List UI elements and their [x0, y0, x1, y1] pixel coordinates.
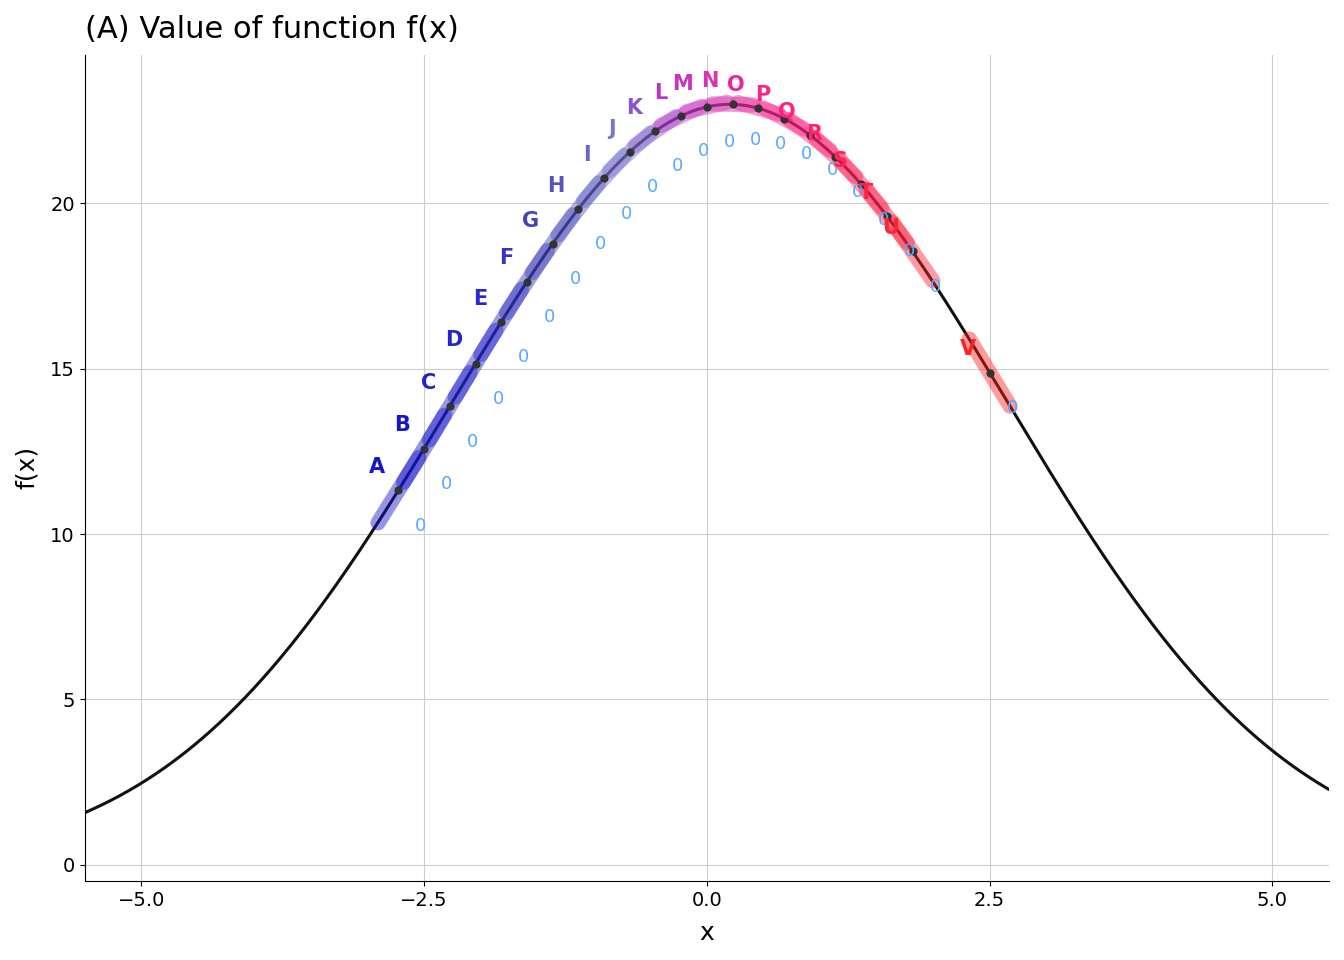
Point — [902, 244, 923, 259]
Text: 0: 0 — [466, 433, 478, 450]
Text: J: J — [609, 119, 616, 139]
Point — [773, 110, 794, 126]
Point — [465, 356, 487, 372]
Point — [620, 144, 641, 159]
Text: 0: 0 — [930, 277, 941, 296]
Text: (A) Value of function f(x): (A) Value of function f(x) — [85, 15, 458, 44]
Point — [722, 97, 743, 112]
Text: T: T — [859, 182, 874, 203]
Text: 0: 0 — [415, 516, 426, 535]
Point — [798, 128, 820, 143]
Text: 0: 0 — [724, 133, 735, 152]
Point — [978, 365, 1000, 380]
Point — [851, 177, 872, 192]
Text: 0: 0 — [492, 390, 504, 408]
Text: P: P — [755, 85, 770, 106]
Y-axis label: f(x): f(x) — [15, 446, 39, 490]
Text: 0: 0 — [1007, 399, 1017, 417]
Text: G: G — [521, 210, 539, 230]
Text: E: E — [473, 289, 488, 309]
Point — [491, 314, 512, 329]
Text: C: C — [421, 373, 437, 393]
Text: 0: 0 — [544, 308, 555, 326]
Text: F: F — [499, 249, 513, 269]
Point — [696, 99, 718, 114]
Text: R: R — [806, 124, 821, 144]
Text: V: V — [960, 339, 976, 359]
Text: 0: 0 — [672, 157, 684, 176]
Point — [825, 149, 847, 164]
Text: O: O — [727, 75, 745, 95]
Text: L: L — [655, 83, 668, 103]
Text: B: B — [395, 416, 410, 436]
Text: 0: 0 — [878, 210, 890, 228]
Text: 0: 0 — [646, 179, 659, 197]
Text: 0: 0 — [801, 145, 812, 163]
Text: S: S — [832, 151, 848, 171]
Point — [542, 236, 563, 252]
Text: 0: 0 — [441, 475, 453, 493]
Text: D: D — [445, 330, 462, 350]
Text: 0: 0 — [519, 348, 530, 367]
Text: A: A — [368, 457, 384, 477]
Text: H: H — [547, 176, 564, 196]
Text: 0: 0 — [750, 131, 761, 149]
Text: I: I — [583, 145, 590, 165]
Point — [414, 441, 435, 456]
Text: M: M — [672, 74, 694, 94]
Point — [593, 171, 614, 186]
Point — [567, 202, 589, 217]
Text: N: N — [702, 71, 719, 91]
Point — [439, 398, 461, 414]
Text: 0: 0 — [852, 183, 864, 202]
Text: 0: 0 — [570, 271, 581, 288]
Text: K: K — [626, 98, 642, 118]
Text: 0: 0 — [827, 161, 837, 180]
Point — [516, 274, 538, 289]
Text: 0: 0 — [903, 242, 915, 260]
Point — [876, 208, 898, 224]
Text: 0: 0 — [698, 142, 710, 160]
Text: Q: Q — [778, 102, 796, 122]
Point — [671, 108, 692, 124]
Text: 0: 0 — [595, 235, 606, 253]
Point — [747, 101, 769, 116]
Point — [645, 123, 667, 138]
Point — [387, 483, 409, 498]
X-axis label: x: x — [699, 921, 714, 945]
Text: U: U — [882, 218, 899, 238]
Text: 0: 0 — [621, 204, 632, 223]
Text: 0: 0 — [775, 134, 786, 153]
